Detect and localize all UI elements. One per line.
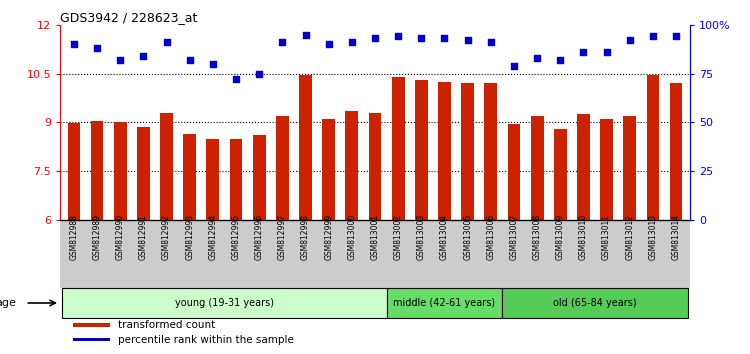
Point — [624, 38, 636, 43]
Bar — [137, 127, 150, 220]
Bar — [531, 116, 544, 220]
Point — [369, 36, 381, 41]
Point — [554, 57, 566, 63]
Bar — [503, 289, 688, 318]
Point — [207, 61, 219, 67]
Bar — [183, 134, 196, 220]
Point — [647, 34, 659, 39]
Bar — [670, 83, 682, 220]
Point — [230, 76, 242, 82]
Bar — [369, 113, 381, 220]
Point — [416, 36, 428, 41]
Bar — [160, 113, 173, 220]
Bar — [206, 139, 219, 220]
Text: young (19-31 years): young (19-31 years) — [175, 298, 274, 308]
Bar — [68, 123, 80, 220]
Point — [508, 63, 520, 69]
Bar — [73, 323, 110, 327]
Bar — [600, 119, 613, 220]
Point — [670, 34, 682, 39]
Bar — [91, 121, 104, 220]
Text: middle (42-61 years): middle (42-61 years) — [394, 298, 496, 308]
Bar — [299, 75, 312, 220]
Text: transformed count: transformed count — [118, 320, 215, 330]
Point — [160, 40, 172, 45]
Point — [254, 71, 266, 76]
Point — [531, 55, 543, 61]
Point — [276, 40, 288, 45]
Point — [322, 41, 334, 47]
Bar — [577, 114, 590, 220]
Point — [184, 57, 196, 63]
Point — [68, 41, 80, 47]
Bar — [230, 139, 242, 220]
Bar — [392, 77, 404, 220]
Point — [299, 32, 311, 38]
Text: old (65-84 years): old (65-84 years) — [554, 298, 637, 308]
Bar — [114, 122, 127, 220]
Text: GDS3942 / 228623_at: GDS3942 / 228623_at — [60, 11, 197, 24]
Point — [462, 38, 474, 43]
Bar — [276, 116, 289, 220]
Bar — [623, 116, 636, 220]
Point — [91, 45, 103, 51]
Point — [114, 57, 126, 63]
Text: age: age — [0, 298, 16, 308]
Point — [392, 34, 404, 39]
Text: percentile rank within the sample: percentile rank within the sample — [118, 335, 294, 344]
Point — [137, 53, 149, 59]
Bar — [253, 136, 266, 220]
Bar — [386, 289, 502, 318]
Bar — [415, 80, 428, 220]
Bar — [73, 338, 110, 341]
Bar — [484, 83, 497, 220]
Bar — [554, 129, 567, 220]
Bar — [438, 82, 451, 220]
Bar — [322, 119, 335, 220]
Bar — [461, 83, 474, 220]
Bar — [346, 111, 358, 220]
Bar — [62, 289, 386, 318]
Point — [346, 40, 358, 45]
Point — [439, 36, 451, 41]
Point — [484, 40, 496, 45]
Bar — [646, 75, 659, 220]
Point — [578, 49, 590, 55]
Bar — [508, 124, 520, 220]
Point — [601, 49, 613, 55]
